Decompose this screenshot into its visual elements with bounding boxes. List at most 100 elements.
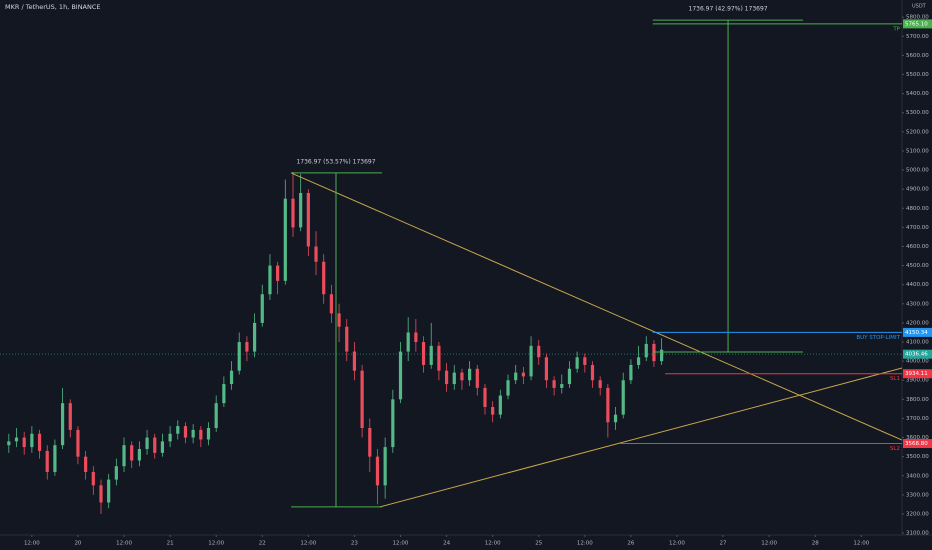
y-tick-label: 3800.00 — [906, 397, 929, 403]
candle-body — [560, 384, 564, 388]
candle-body — [544, 357, 549, 381]
candle-body — [137, 449, 141, 461]
candle-body — [22, 437, 26, 448]
price-label: 4150.34 — [905, 330, 928, 336]
candle-body — [206, 428, 211, 440]
candle-body — [498, 395, 502, 415]
candle-body — [552, 380, 556, 388]
candle-body — [514, 372, 518, 381]
y-tick-label: 3900.00 — [906, 378, 929, 384]
candle-body — [598, 380, 602, 388]
candle-body — [229, 370, 234, 385]
candle-body — [421, 342, 426, 365]
level-name: BUY STOP-LIMIT — [856, 335, 900, 341]
candle-body — [107, 479, 111, 503]
candle-body — [460, 372, 464, 381]
y-tick-label: 3200.00 — [906, 511, 929, 517]
x-tick-label: 28 — [812, 541, 819, 547]
last-price-label: 4036.46 — [905, 352, 928, 358]
y-tick-label: 4800.00 — [906, 206, 929, 212]
candle-body — [521, 372, 525, 377]
x-tick-label: 21 — [167, 541, 174, 547]
price-label-box — [903, 327, 932, 337]
price-label: 3934.11 — [905, 371, 928, 377]
last-price-box — [903, 349, 932, 359]
candle-body — [652, 343, 656, 362]
level-name: SL1 — [890, 376, 900, 382]
level-name: TP — [892, 26, 900, 32]
candle-body — [183, 426, 188, 438]
candle-body — [429, 345, 433, 365]
measure-label: 1736.97 (42.97%) 173697 — [689, 6, 768, 13]
candle-body — [414, 332, 418, 343]
candle-body — [391, 399, 395, 448]
candle-body — [575, 357, 579, 369]
y-tick-label: 4700.00 — [906, 225, 929, 231]
candle-body — [437, 345, 441, 371]
candle-body — [283, 198, 287, 281]
x-tick-label: 12:00 — [577, 541, 593, 547]
candle-body — [644, 343, 648, 358]
y-tick-label: 5600.00 — [906, 53, 929, 59]
candle-body — [368, 428, 372, 457]
candle-body — [306, 192, 310, 247]
y-tick-label: 4300.00 — [906, 301, 929, 307]
price-label-box — [903, 19, 932, 29]
price-label-box — [903, 369, 932, 379]
y-tick-label: 5800.00 — [906, 15, 929, 21]
candle-body — [475, 368, 479, 388]
x-tick-label: 12:00 — [669, 541, 685, 547]
y-tick-label: 4500.00 — [906, 263, 929, 269]
x-tick-label: 12:00 — [761, 541, 777, 547]
candle-body — [191, 429, 195, 438]
y-tick-label: 4400.00 — [906, 282, 929, 288]
candle-body — [613, 414, 618, 423]
trendline — [379, 367, 903, 508]
candle-body — [567, 368, 572, 385]
candle-body — [45, 450, 49, 472]
y-tick-label: 5000.00 — [906, 168, 929, 174]
candle-body — [537, 345, 541, 358]
candle-body — [606, 387, 610, 423]
y-tick-label: 3700.00 — [906, 416, 929, 422]
candle-body — [621, 380, 625, 415]
candle-body — [37, 433, 42, 451]
candle-body — [30, 433, 34, 448]
candle-body — [299, 192, 303, 228]
candle-body — [268, 265, 272, 295]
candle-body — [483, 387, 487, 407]
y-tick-label: 3300.00 — [906, 492, 929, 498]
x-tick-label: 12:00 — [393, 541, 409, 547]
candle-body — [68, 403, 72, 430]
candle-body — [245, 342, 249, 352]
y-tick-label: 3400.00 — [906, 473, 929, 479]
candle-body — [322, 261, 326, 295]
candle-body — [145, 437, 149, 450]
candle-body — [444, 370, 449, 385]
x-tick-label: 24 — [443, 541, 450, 547]
candle-body — [352, 351, 357, 371]
candle-body — [491, 406, 495, 415]
candle-body — [130, 445, 134, 461]
candle-body — [398, 351, 403, 400]
candle-body — [314, 246, 318, 262]
x-tick-label: 12:00 — [24, 541, 40, 547]
candle-body — [99, 485, 103, 503]
candle-body — [214, 403, 218, 428]
candle-body — [383, 447, 387, 486]
candle-body — [291, 198, 295, 228]
y-tick-label: 5700.00 — [906, 34, 929, 40]
candle-body — [468, 368, 472, 381]
candle-body — [160, 441, 165, 453]
candle-body — [529, 345, 533, 377]
candle-body — [176, 426, 180, 434]
candle-body — [452, 372, 456, 385]
x-tick-label: 12:00 — [300, 541, 316, 547]
candle-body — [406, 332, 410, 352]
candle-body — [84, 456, 88, 472]
candle-body — [276, 265, 280, 281]
candle-body — [60, 403, 65, 446]
measure-label: 1736.97 (53.57%) 173697 — [296, 158, 375, 165]
y-tick-label: 3500.00 — [906, 454, 929, 460]
